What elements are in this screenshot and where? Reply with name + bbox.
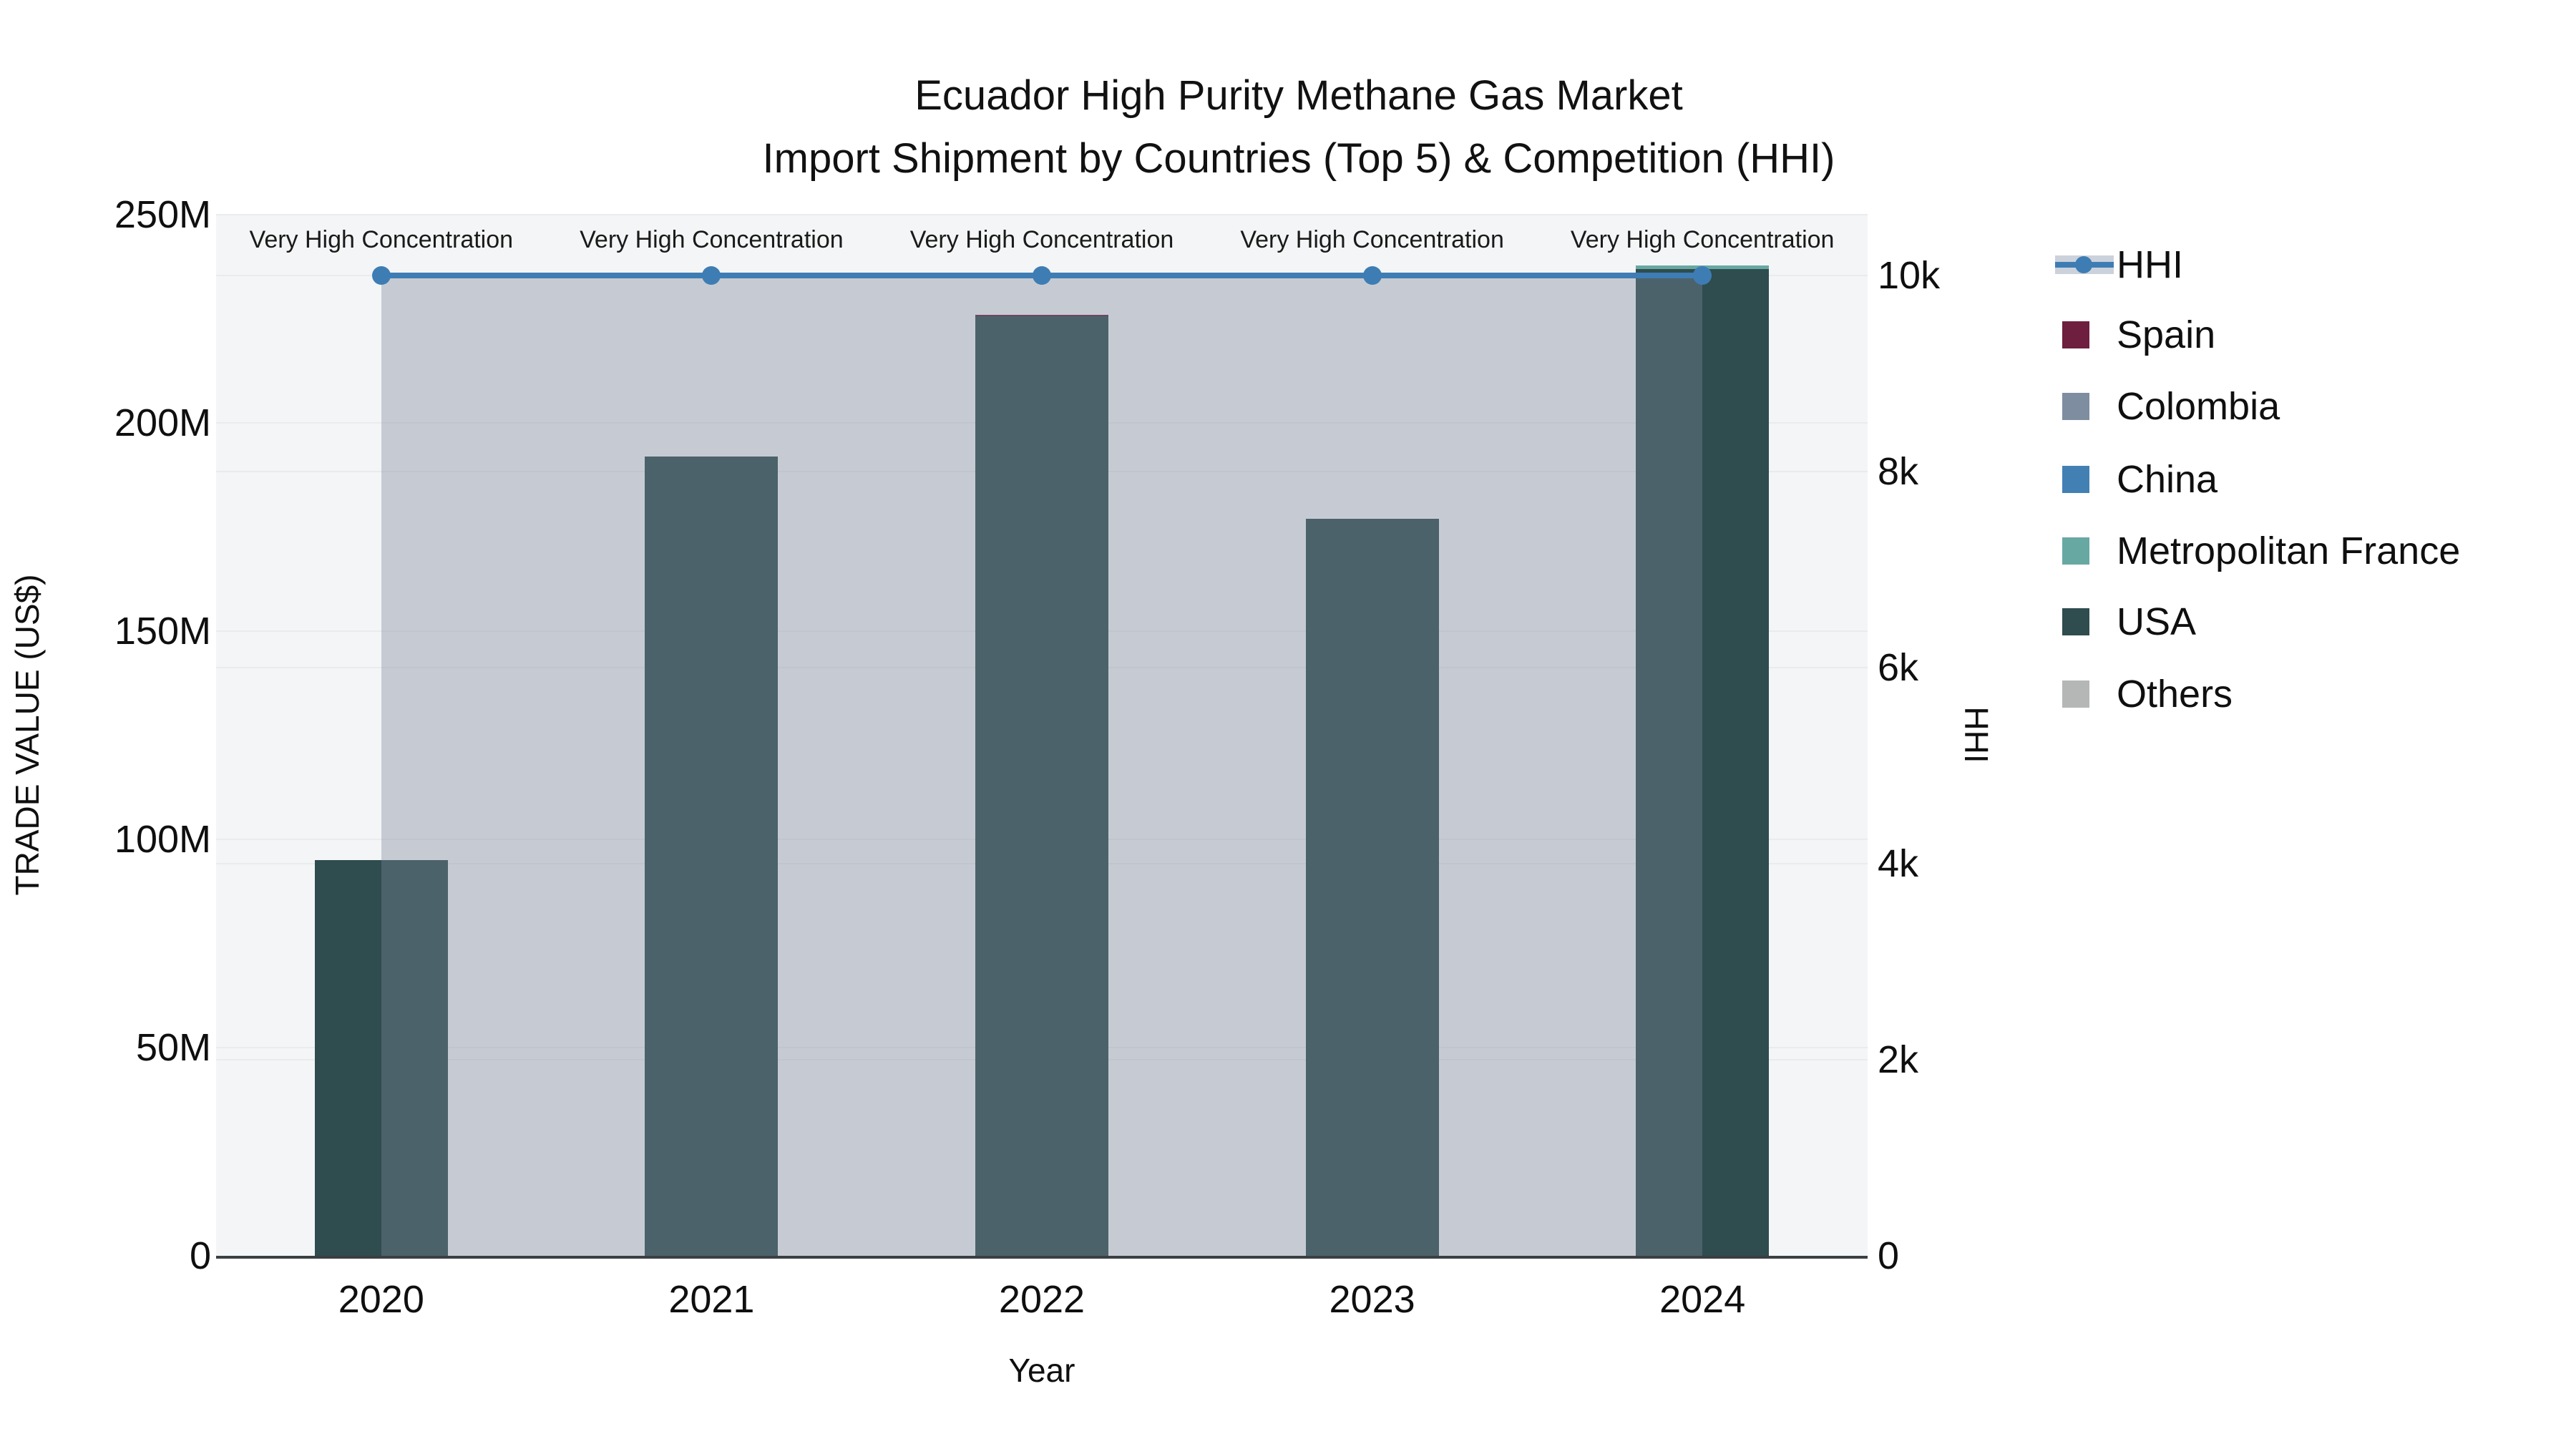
annotation-2020: Very High Concentration	[249, 226, 514, 253]
right-tick-2k: 2k	[1878, 1038, 1919, 1081]
right-tick-4k: 4k	[1878, 842, 1919, 885]
legend-swatch-spain	[2062, 321, 2089, 348]
hhi-marker-2024[interactable]	[1693, 266, 1712, 285]
legend-swatch-metropolitan-france	[2062, 537, 2089, 565]
bar-2021-usa[interactable]	[645, 456, 779, 1256]
left-tick-0: 0	[189, 1234, 211, 1277]
right-tick-8k: 8k	[1878, 450, 1919, 493]
x-tick-2023: 2023	[1329, 1278, 1415, 1321]
annotation-2023: Very High Concentration	[1240, 226, 1504, 253]
x-axis-title: Year	[1008, 1352, 1075, 1389]
right-tick-0: 0	[1878, 1234, 1900, 1277]
hhi-marker-2021[interactable]	[702, 266, 721, 285]
left-tick-150M: 150M	[114, 610, 211, 653]
bar-2023-usa[interactable]	[1305, 518, 1439, 1256]
x-tick-2022: 2022	[998, 1278, 1085, 1321]
x-tick-2021: 2021	[668, 1278, 755, 1321]
chart-title-line2: Import Shipment by Countries (Top 5) & C…	[762, 135, 1835, 182]
legend-item-metropolitan-france[interactable]: Metropolitan France	[2117, 530, 2461, 572]
hhi-marker-2020[interactable]	[371, 266, 391, 285]
legend-item-usa[interactable]: USA	[2117, 600, 2197, 643]
legend-swatch-usa	[2062, 608, 2089, 635]
hhi-marker-2023[interactable]	[1362, 266, 1382, 285]
right-axis-title: HHI	[1958, 706, 1995, 763]
hhi-marker-2022[interactable]	[1033, 266, 1051, 285]
left-tick-100M: 100M	[114, 818, 211, 861]
legend-swatch-others	[2062, 680, 2089, 708]
left-tick-200M: 200M	[114, 401, 211, 444]
x-tick-2020: 2020	[338, 1278, 424, 1321]
annotation-2022: Very High Concentration	[909, 226, 1174, 253]
legend-item-spain[interactable]: Spain	[2117, 313, 2216, 356]
legend-item-others[interactable]: Others	[2117, 673, 2233, 716]
left-tick-50M: 50M	[135, 1026, 211, 1069]
annotation-2024: Very High Concentration	[1570, 226, 1835, 253]
hhi-area-fill	[381, 275, 1703, 1256]
bar-2024-usa[interactable]	[1636, 268, 1770, 1256]
legend-key-hhi-marker	[2075, 256, 2092, 273]
chart-title-line1: Ecuador High Purity Methane Gas Market	[914, 72, 1683, 119]
annotation-2021: Very High Concentration	[580, 226, 844, 253]
bar-2022-spain[interactable]	[975, 314, 1108, 316]
legend-item-china[interactable]: China	[2117, 458, 2218, 501]
left-tick-250M: 250M	[114, 193, 211, 236]
legend-item-colombia[interactable]: Colombia	[2117, 385, 2280, 428]
x-tick-2024: 2024	[1659, 1278, 1746, 1321]
right-tick-6k: 6k	[1878, 646, 1919, 689]
legend-swatch-china	[2062, 466, 2089, 493]
legend-swatch-colombia	[2062, 393, 2089, 420]
gridline-left-250M	[216, 214, 1868, 215]
right-tick-10k: 10k	[1878, 254, 1941, 297]
bar-2022-usa[interactable]	[975, 316, 1108, 1256]
bar-2020-usa[interactable]	[314, 860, 448, 1256]
legend-item-hhi[interactable]: HHI	[2117, 243, 2183, 286]
x-axis-line	[216, 1256, 1868, 1259]
